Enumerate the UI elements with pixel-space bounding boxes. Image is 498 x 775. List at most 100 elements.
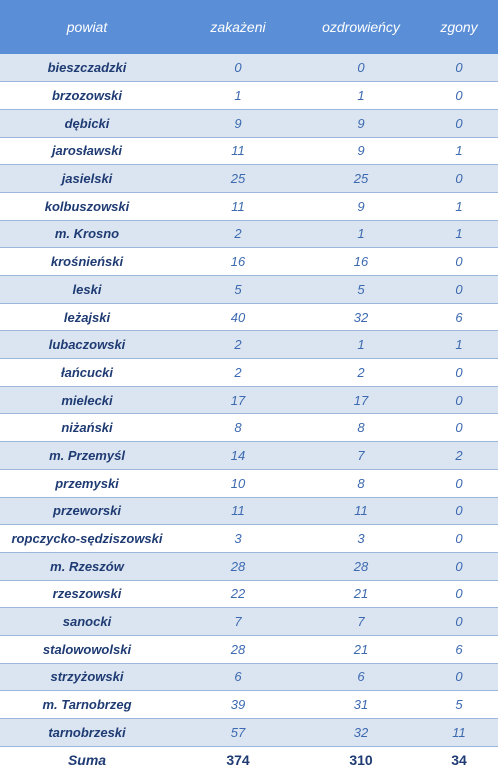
ozdrowiency-cell: 1 <box>302 330 420 360</box>
powiat-cell: tarnobrzeski <box>0 718 174 747</box>
zgony-cell: 0 <box>420 247 498 276</box>
powiat-cell: m. Krosno <box>0 220 174 249</box>
table-row: stalowowolski 28 21 6 <box>0 635 498 664</box>
ozdrowiency-cell: 9 <box>302 137 420 166</box>
ozdrowiency-cell: 17 <box>302 386 420 415</box>
powiat-cell: sanocki <box>0 607 174 636</box>
ozdrowiency-cell: 1 <box>302 81 420 110</box>
zakazeni-cell: 2 <box>174 220 302 249</box>
table-row: rzeszowski 22 21 0 <box>0 580 498 609</box>
zakazeni-cell: 11 <box>174 137 302 166</box>
table-row: m. Krosno 2 1 1 <box>0 220 498 249</box>
total-label: Suma <box>67 752 107 769</box>
table-row: przemyski 10 8 0 <box>0 469 498 498</box>
header-zgony: zgony <box>440 19 478 35</box>
table-row: m. Tarnobrzeg 39 31 5 <box>0 690 498 719</box>
zakazeni-cell: 11 <box>174 192 302 221</box>
zgony-cell: 0 <box>420 552 498 581</box>
table-row: jarosławski 11 9 1 <box>0 137 498 166</box>
table-row: dębicki 9 9 0 <box>0 109 498 138</box>
zgony-cell: 5 <box>420 690 498 719</box>
total-ozdrowiency: 310 <box>349 752 373 769</box>
table-row: brzozowski 1 1 0 <box>0 81 498 110</box>
ozdrowiency-cell: 0 <box>302 54 420 83</box>
header-powiat: powiat <box>66 19 108 35</box>
zakazeni-cell: 1 <box>174 81 302 110</box>
ozdrowiency-cell: 2 <box>302 358 420 387</box>
powiat-cell: dębicki <box>0 109 174 138</box>
zgony-cell: 1 <box>420 192 498 221</box>
powiat-cell: lubaczowski <box>0 330 174 360</box>
powiat-cell: przeworski <box>0 497 174 526</box>
powiat-cell: strzyżowski <box>0 663 174 692</box>
zgony-cell: 6 <box>420 635 498 664</box>
powiat-cell: krośnieński <box>0 247 174 276</box>
zakazeni-cell: 57 <box>174 718 302 747</box>
table-row: kolbuszowski 11 9 1 <box>0 192 498 221</box>
powiat-cell: stalowowolski <box>0 635 174 664</box>
powiat-cell: m. Tarnobrzeg <box>0 690 174 719</box>
table-row: krośnieński 16 16 0 <box>0 247 498 276</box>
zgony-cell: 2 <box>420 441 498 470</box>
table-row: m. Rzeszów 28 28 0 <box>0 552 498 581</box>
ozdrowiency-cell: 7 <box>302 607 420 636</box>
powiat-cell: jasielski <box>0 164 174 193</box>
zakazeni-cell: 2 <box>174 330 302 360</box>
ozdrowiency-cell: 9 <box>302 192 420 221</box>
powiat-cell: przemyski <box>0 469 174 498</box>
zgony-cell: 0 <box>420 663 498 692</box>
zgony-cell: 0 <box>420 469 498 498</box>
ozdrowiency-cell: 1 <box>302 220 420 249</box>
table-row: jasielski 25 25 0 <box>0 164 498 193</box>
zakazeni-cell: 10 <box>174 469 302 498</box>
zgony-cell: 0 <box>420 109 498 138</box>
table-row: niżański 8 8 0 <box>0 413 498 443</box>
table-row: łańcucki 2 2 0 <box>0 358 498 387</box>
table-row: leżajski 40 32 6 <box>0 303 498 332</box>
table-row: tarnobrzeski 57 32 11 <box>0 718 498 747</box>
powiat-cell: m. Przemyśl <box>0 441 174 470</box>
zakazeni-cell: 39 <box>174 690 302 719</box>
header-zakazeni: zakażeni <box>210 19 266 35</box>
zgony-cell: 0 <box>420 54 498 83</box>
table-row: strzyżowski 6 6 0 <box>0 663 498 692</box>
powiat-cell: niżański <box>0 413 174 443</box>
total-row: Suma 374 310 34 <box>0 746 498 775</box>
zgony-cell: 0 <box>420 81 498 110</box>
zgony-cell: 0 <box>420 358 498 387</box>
ozdrowiency-cell: 11 <box>302 497 420 526</box>
zakazeni-cell: 0 <box>174 54 302 83</box>
zakazeni-cell: 17 <box>174 386 302 415</box>
ozdrowiency-cell: 6 <box>302 663 420 692</box>
zakazeni-cell: 9 <box>174 109 302 138</box>
ozdrowiency-cell: 31 <box>302 690 420 719</box>
zgony-cell: 0 <box>420 386 498 415</box>
ozdrowiency-cell: 3 <box>302 524 420 553</box>
ozdrowiency-cell: 28 <box>302 552 420 581</box>
ozdrowiency-cell: 9 <box>302 109 420 138</box>
ozdrowiency-cell: 8 <box>302 413 420 443</box>
table-row: lubaczowski 2 1 1 <box>0 330 498 360</box>
zakazeni-cell: 8 <box>174 413 302 443</box>
zakazeni-cell: 3 <box>174 524 302 553</box>
zgony-cell: 0 <box>420 497 498 526</box>
powiat-cell: m. Rzeszów <box>0 552 174 581</box>
zakazeni-cell: 7 <box>174 607 302 636</box>
zakazeni-cell: 22 <box>174 580 302 609</box>
ozdrowiency-cell: 16 <box>302 247 420 276</box>
ozdrowiency-cell: 7 <box>302 441 420 470</box>
table-row: sanocki 7 7 0 <box>0 607 498 636</box>
powiat-cell: bieszczadzki <box>0 54 174 83</box>
table-row: m. Przemyśl 14 7 2 <box>0 441 498 470</box>
table-row: ropczycko-sędziszowski 3 3 0 <box>0 524 498 553</box>
zakazeni-cell: 16 <box>174 247 302 276</box>
zakazeni-cell: 28 <box>174 552 302 581</box>
total-zakazeni: 374 <box>226 752 250 769</box>
zakazeni-cell: 5 <box>174 275 302 304</box>
zakazeni-cell: 40 <box>174 303 302 332</box>
header-row: powiat zakażeni ozdrowieńcy zgony <box>0 0 498 54</box>
zakazeni-cell: 11 <box>174 497 302 526</box>
powiat-cell: ropczycko-sędziszowski <box>0 524 174 553</box>
powiat-cell: jarosławski <box>0 137 174 166</box>
